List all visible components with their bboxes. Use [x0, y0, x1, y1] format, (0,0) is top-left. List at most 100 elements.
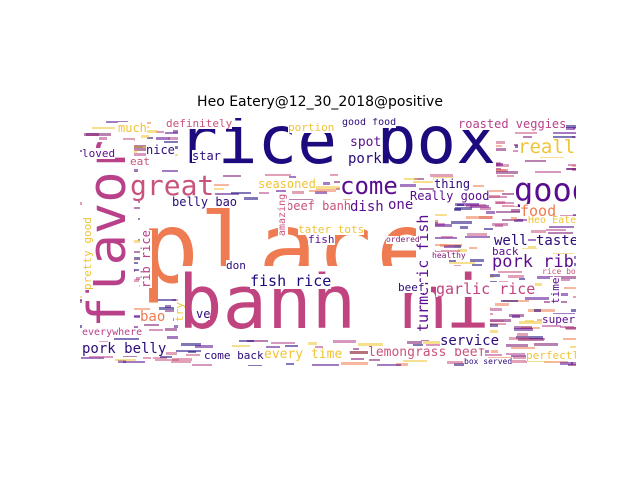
word-cloud-filler	[165, 305, 171, 308]
word-cloud-filler	[454, 208, 461, 211]
cloud-word: pork belly	[82, 341, 167, 357]
word-cloud-filler	[508, 275, 524, 278]
word-cloud-filler	[285, 345, 298, 347]
word-cloud-filler	[458, 249, 467, 252]
cloud-word: Heo Eater	[528, 216, 576, 226]
cloud-word: box served	[464, 357, 513, 366]
cloud-word: don	[226, 259, 246, 272]
word-cloud-filler	[451, 221, 472, 224]
cloud-word: perfectly	[526, 350, 576, 361]
word-cloud-filler	[434, 214, 447, 216]
word-cloud-filler	[449, 260, 456, 262]
word-cloud-filler	[407, 341, 422, 344]
word-cloud-filler	[447, 361, 463, 364]
cloud-word: come	[340, 172, 398, 200]
word-cloud-filler	[147, 137, 153, 139]
word-cloud-filler	[496, 145, 502, 147]
word-cloud-filler	[312, 364, 339, 366]
word-cloud-filler	[403, 360, 427, 362]
word-cloud-filler	[528, 309, 555, 312]
word-cloud-filler	[514, 328, 533, 331]
cloud-word: turmeric fish	[414, 214, 432, 332]
word-cloud-filler	[519, 278, 525, 280]
cloud-word: pork	[348, 151, 382, 167]
word-cloud-filler	[159, 307, 179, 310]
word-cloud-filler	[524, 239, 538, 241]
cloud-word: back	[492, 245, 519, 258]
word-cloud-filler	[572, 165, 576, 167]
word-cloud-filler	[323, 182, 330, 185]
word-cloud-filler	[480, 320, 504, 322]
word-cloud-filler	[553, 136, 575, 138]
word-cloud-filler	[460, 226, 468, 229]
word-cloud-filler	[497, 175, 514, 177]
word-cloud-filler	[434, 224, 452, 227]
word-cloud-filler	[441, 250, 460, 253]
word-cloud-filler	[506, 344, 528, 347]
word-cloud-filler	[289, 176, 296, 179]
word-cloud-filler	[491, 350, 498, 353]
word-cloud-filler	[192, 364, 212, 366]
word-cloud-filler	[265, 174, 291, 176]
word-cloud-filler	[132, 308, 150, 310]
word-cloud-filler	[426, 344, 442, 347]
word-cloud-filler	[465, 236, 490, 238]
word-cloud-filler	[544, 360, 568, 363]
word-cloud-filler	[573, 296, 576, 298]
word-cloud-filler	[485, 190, 504, 192]
word-cloud-filler	[413, 181, 433, 183]
word-cloud-filler	[168, 137, 178, 140]
word-cloud-filler	[522, 246, 537, 249]
word-cloud-filler	[118, 360, 126, 363]
word-cloud-filler	[160, 356, 172, 358]
cloud-word: amazing	[277, 193, 288, 236]
cloud-word: seasoned	[258, 177, 316, 191]
word-cloud-filler	[286, 363, 294, 365]
word-cloud-filler	[133, 148, 148, 151]
word-cloud-filler	[484, 228, 493, 230]
word-cloud-filler	[171, 361, 191, 363]
word-cloud-filler	[188, 351, 196, 353]
word-cloud-filler	[473, 185, 484, 187]
word-cloud-filler	[156, 131, 164, 133]
word-cloud-filler	[517, 333, 528, 336]
word-cloud-filler	[525, 160, 546, 162]
word-cloud-filler	[534, 309, 541, 312]
word-cloud-filler	[509, 337, 529, 340]
word-cloud-filler	[153, 357, 167, 359]
word-cloud-filler	[89, 356, 113, 358]
word-cloud-filler	[454, 245, 461, 248]
word-cloud-filler	[455, 203, 479, 206]
word-cloud-filler	[369, 359, 380, 361]
word-cloud-filler	[491, 171, 518, 174]
word-cloud-filler	[512, 315, 520, 318]
word-cloud-filler	[419, 188, 443, 190]
word-cloud-filler	[567, 168, 576, 170]
word-cloud-filler	[358, 343, 383, 346]
word-cloud-filler	[546, 229, 566, 231]
word-cloud-filler	[115, 359, 136, 361]
word-cloud-filler	[166, 146, 187, 149]
word-cloud-filler	[161, 310, 179, 312]
cloud-word: garlic rice	[436, 280, 536, 298]
cloud-word: everywhere	[82, 327, 143, 338]
word-cloud-filler	[483, 308, 502, 311]
word-cloud-filler	[515, 132, 537, 134]
word-cloud-filler	[506, 360, 527, 363]
word-cloud-filler	[568, 164, 576, 166]
word-cloud-filler	[309, 189, 336, 192]
cloud-word: great	[130, 169, 215, 202]
word-cloud-filler	[435, 237, 457, 239]
word-cloud-filler	[501, 300, 518, 302]
word-cloud-filler	[553, 132, 576, 134]
word-cloud-filler	[181, 343, 201, 346]
cloud-word: beef banh	[286, 199, 352, 213]
cloud-word: one	[388, 197, 414, 213]
word-cloud-filler	[496, 211, 521, 213]
cloud-word: dish	[350, 199, 384, 215]
word-cloud-filler	[549, 225, 574, 228]
word-cloud-filler	[560, 125, 576, 128]
word-cloud-filler	[316, 186, 343, 189]
cloud-word: definitely	[166, 118, 233, 130]
